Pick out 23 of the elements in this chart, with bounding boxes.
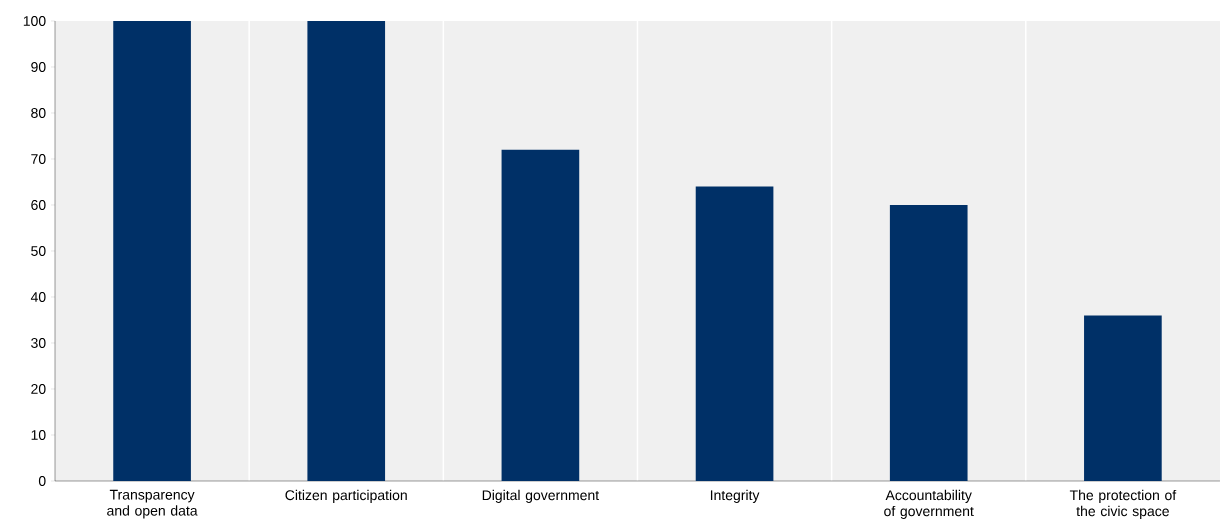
y-tick-label: 20	[31, 384, 46, 394]
y-tick-label: 80	[31, 108, 46, 118]
x-tick-label: Digital government	[482, 489, 600, 503]
y-tick-label: 50	[31, 246, 46, 256]
y-tick-label: 0	[38, 476, 46, 486]
bar	[113, 20, 191, 481]
bar	[307, 20, 386, 481]
x-tick-label: Integrity	[710, 489, 760, 503]
y-tick-label: 100	[23, 16, 46, 26]
x-tick-label: Citizen participation	[285, 489, 407, 503]
y-tick-label: 70	[31, 154, 46, 164]
y-tick-label: 30	[31, 338, 46, 348]
y-tick-label: 40	[30, 292, 46, 302]
x-tick-label: Transparency and open data	[107, 489, 198, 519]
x-tick-label: The protection of the civic space	[1069, 489, 1177, 519]
y-tick-label: 10	[31, 430, 46, 440]
y-tick-label: 90	[31, 62, 46, 72]
bar	[695, 186, 774, 481]
bar	[501, 149, 580, 481]
x-tick-label: Accountability of government	[884, 489, 974, 519]
y-tick-label: 60	[31, 200, 46, 210]
bar	[889, 205, 968, 481]
bar	[1084, 315, 1162, 481]
